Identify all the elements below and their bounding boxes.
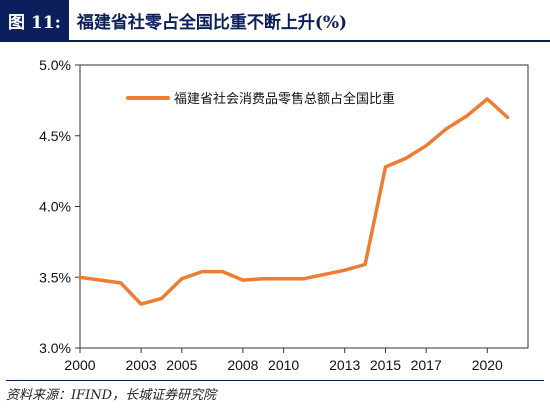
data-point xyxy=(506,115,510,119)
x-tick-label: 2020 xyxy=(472,357,503,373)
data-point xyxy=(343,268,347,272)
y-tick-label: 3.5% xyxy=(39,269,71,285)
data-points xyxy=(78,97,510,306)
data-point xyxy=(445,127,449,131)
data-point xyxy=(404,156,408,160)
data-point xyxy=(200,270,204,274)
x-tick-label: 2008 xyxy=(227,357,258,373)
figure-title: 福建省社零占全国比重不断上升(%) xyxy=(76,12,348,33)
data-point xyxy=(119,281,123,285)
data-point xyxy=(78,275,82,279)
y-tick-label: 4.0% xyxy=(39,199,71,215)
data-point xyxy=(139,302,143,306)
data-point xyxy=(424,144,428,148)
data-point xyxy=(159,296,163,300)
data-point xyxy=(180,277,184,281)
x-axis: 2000 2003 2005 2008 2010 2013 2015 2017 2020 xyxy=(64,348,503,373)
plot-frame xyxy=(79,64,529,349)
x-tick-label: 2005 xyxy=(166,357,197,373)
data-point xyxy=(485,97,489,101)
data-point xyxy=(322,272,326,276)
data-point xyxy=(383,165,387,169)
data-point xyxy=(98,278,102,282)
data-point xyxy=(261,277,265,281)
y-tick-label: 4.5% xyxy=(39,128,71,144)
data-point xyxy=(241,278,245,282)
source-note: 资料来源：IFIND，长城证券研究院 xyxy=(6,380,544,403)
data-point xyxy=(282,277,286,281)
figure-header: 图 11: 福建省社零占全国比重不断上升(%) xyxy=(0,0,550,42)
x-tick-label: 2010 xyxy=(268,357,299,373)
x-tick-label: 2013 xyxy=(329,357,360,373)
y-tick-label: 5.0% xyxy=(39,57,71,73)
x-tick-label: 2017 xyxy=(411,357,442,373)
y-axis: 3.0% 3.5% 4.0% 4.5% 5.0% xyxy=(39,57,80,356)
x-tick-label: 2015 xyxy=(370,357,401,373)
legend: 福建省社会消费品零售总额占全国比重 xyxy=(126,91,395,107)
line-chart: 3.0% 3.5% 4.0% 4.5% 5.0% 2000 2003 2005 2008 201… xyxy=(39,57,529,373)
figure-label: 图 11: xyxy=(0,0,69,40)
y-tick-label: 3.0% xyxy=(39,340,71,356)
data-point xyxy=(302,277,306,281)
x-tick-label: 2000 xyxy=(64,357,95,373)
data-point xyxy=(465,114,469,118)
series-line xyxy=(78,97,510,306)
data-point xyxy=(221,270,225,274)
x-tick-label: 2003 xyxy=(126,357,157,373)
legend-label: 福建省社会消费品零售总额占全国比重 xyxy=(174,91,395,107)
data-point xyxy=(363,263,367,267)
